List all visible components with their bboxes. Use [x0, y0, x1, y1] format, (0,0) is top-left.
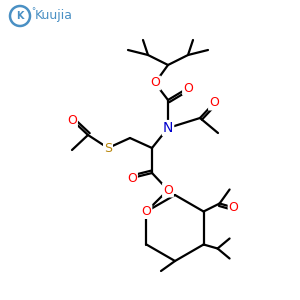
- Text: O: O: [142, 205, 152, 218]
- Text: O: O: [127, 172, 137, 184]
- Text: O: O: [67, 113, 77, 127]
- Text: O: O: [229, 201, 238, 214]
- Text: Kuujia: Kuujia: [35, 10, 73, 22]
- Text: °: °: [31, 8, 35, 16]
- Text: K: K: [16, 11, 24, 21]
- Text: O: O: [163, 184, 173, 196]
- Text: S: S: [104, 142, 112, 154]
- Text: O: O: [150, 76, 160, 89]
- Text: N: N: [163, 121, 173, 135]
- Text: O: O: [209, 97, 219, 110]
- Text: O: O: [183, 82, 193, 94]
